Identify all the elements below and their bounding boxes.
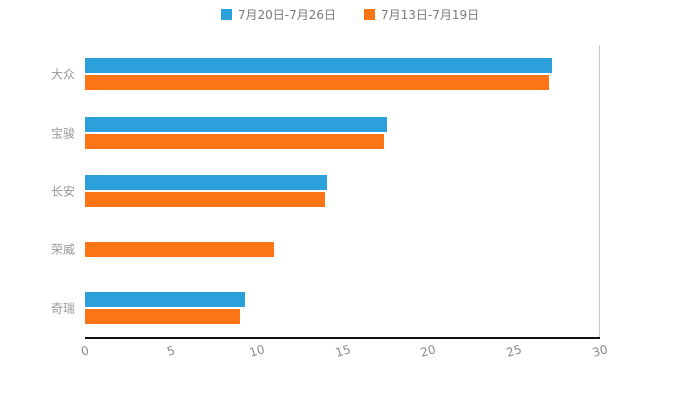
bar-orange: [85, 133, 384, 149]
category-label: 宝骏: [50, 126, 75, 141]
x-tick-label: 10: [247, 342, 266, 360]
bar-blue: [85, 58, 552, 74]
bar-blue: [85, 291, 245, 307]
x-axis-tick-labels: 0 5 10 15 20 25 30: [79, 342, 609, 368]
x-tick-label: 30: [590, 342, 610, 360]
legend: 7月20日-7月26日 7月13日-7月19日: [0, 6, 700, 23]
legend-swatch-orange-icon: [364, 9, 375, 20]
category-row: 长安: [51, 162, 600, 220]
category-label: 大众: [50, 67, 75, 82]
category-row: 荣威: [51, 220, 600, 278]
bar-orange: [85, 241, 274, 257]
category-label: 长安: [50, 184, 75, 199]
bar-orange: [85, 191, 326, 207]
legend-label-week1: 7月13日-7月19日: [381, 8, 480, 22]
bar-orange: [85, 308, 240, 324]
x-tick-label: 20: [419, 342, 438, 360]
category-label: 奇瑞: [50, 301, 75, 316]
bar-blue: [85, 116, 388, 132]
bar-blue: [85, 174, 328, 190]
bar-orange: [85, 75, 549, 91]
x-tick-label: 0: [79, 343, 91, 359]
legend-item-week2[interactable]: 7月20日-7月26日: [220, 6, 336, 23]
category-row: 宝骏: [51, 103, 600, 161]
category-row: 奇瑞: [51, 279, 600, 337]
plot-area: 大众宝骏长安荣威奇瑞: [51, 45, 600, 339]
legend-item-week1[interactable]: 7月13日-7月19日: [364, 6, 479, 23]
x-tick-label: 5: [165, 343, 177, 359]
category-label: 荣威: [50, 242, 75, 257]
gridline-30: [599, 45, 600, 337]
x-tick-label: 15: [333, 342, 352, 360]
legend-label-week2: 7月20日-7月26日: [237, 8, 336, 22]
legend-swatch-blue-icon: [220, 9, 232, 20]
category-row: 大众: [51, 45, 600, 103]
x-tick-label: 25: [504, 342, 524, 360]
